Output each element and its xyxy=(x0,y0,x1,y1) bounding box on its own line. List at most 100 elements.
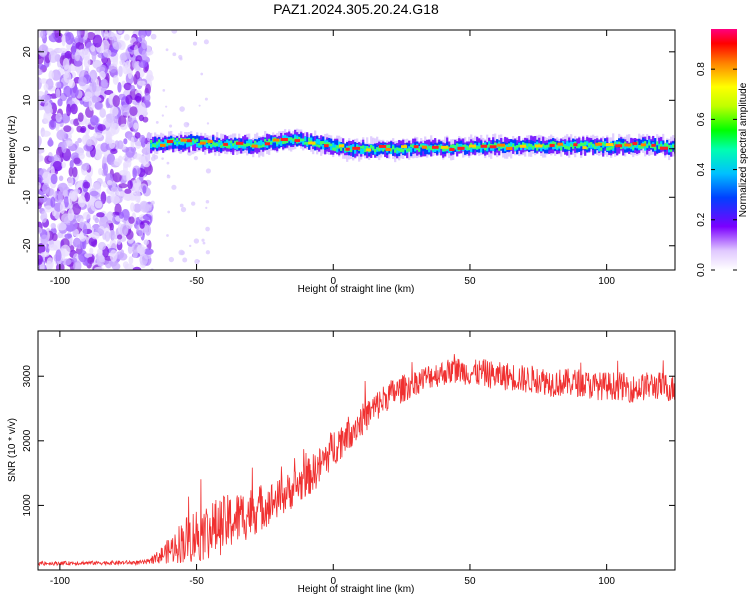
heatmap-cell xyxy=(595,142,603,146)
heatmap-cell xyxy=(372,146,375,151)
heatmap-cell xyxy=(330,143,333,147)
heatmap-cell xyxy=(192,138,195,142)
heatmap-cell xyxy=(334,144,337,149)
heatmap-cell xyxy=(118,183,128,189)
heatmap-cell xyxy=(205,206,208,210)
heatmap-cell xyxy=(216,143,219,147)
heatmap-cell xyxy=(638,144,641,149)
heatmap-cell xyxy=(87,256,95,265)
heatmap-cell xyxy=(557,142,563,146)
heatmap-cell xyxy=(670,148,673,152)
heatmap-cell xyxy=(568,146,571,150)
heatmap-cell xyxy=(668,147,671,153)
snr-xtick-label: 50 xyxy=(464,576,476,587)
heatmap-cell xyxy=(230,140,233,144)
heatmap-cell xyxy=(406,148,409,152)
heatmap-cell xyxy=(76,125,83,133)
heatmap-cell xyxy=(514,146,517,150)
heatmap-cell xyxy=(105,113,116,120)
heatmap-cell xyxy=(488,141,491,147)
heatmap-cell xyxy=(532,145,535,150)
snr-xtick-label: 100 xyxy=(598,576,615,587)
heatmap-cell xyxy=(586,146,589,150)
snr-xtick-label: 0 xyxy=(330,576,336,587)
heatmap-cell xyxy=(206,143,209,149)
heatmap-cell xyxy=(117,82,122,93)
heatmap-cell xyxy=(492,139,495,149)
heatmap-cell xyxy=(568,142,571,148)
heatmap-cell xyxy=(107,31,116,41)
heatmap-cell xyxy=(55,249,62,262)
heatmap-cell xyxy=(172,141,175,150)
heatmap-cell xyxy=(504,146,507,152)
heatmap-cell xyxy=(296,135,299,142)
heatmap-cell xyxy=(71,42,77,56)
heatmap-cell xyxy=(136,244,146,256)
heatmap-cell xyxy=(670,144,673,150)
heatmap-cell xyxy=(48,244,58,251)
heatmap-cell xyxy=(226,139,229,145)
heatmap-cell xyxy=(196,143,199,148)
heatmap-cell xyxy=(332,147,335,151)
heatmap-cell xyxy=(632,142,638,146)
heatmap-cell xyxy=(234,140,237,145)
spectrogram-ytick-label: -10 xyxy=(22,190,33,205)
heatmap-cell xyxy=(444,148,447,152)
heatmap-cell xyxy=(51,69,61,81)
heatmap-cell xyxy=(50,222,57,229)
heatmap-cell xyxy=(260,140,263,146)
heatmap-cell xyxy=(614,144,617,154)
heatmap-cell xyxy=(290,137,293,140)
heatmap-cell xyxy=(549,143,555,147)
heatmap-cell xyxy=(457,146,465,150)
heatmap-cell xyxy=(76,30,82,38)
heatmap-cell xyxy=(180,206,187,213)
heatmap-cell xyxy=(332,142,335,148)
heatmap-cell xyxy=(123,34,130,41)
heatmap-cell xyxy=(134,132,141,139)
heatmap-ridge xyxy=(150,128,675,163)
heatmap-cell xyxy=(94,217,100,224)
heatmap-cell xyxy=(408,148,411,152)
heatmap-cell xyxy=(284,140,287,144)
heatmap-cell xyxy=(174,141,177,145)
heatmap-cell xyxy=(73,157,81,165)
heatmap-cell xyxy=(91,95,98,104)
heatmap-cell xyxy=(624,141,627,145)
heatmap-cell xyxy=(318,144,321,148)
heatmap-cell xyxy=(201,238,205,242)
heatmap-cell xyxy=(330,138,333,149)
heatmap-cell xyxy=(154,137,157,148)
chart-title: PAZ1.2024.305.20.24.G18 xyxy=(273,1,439,17)
heatmap-cell xyxy=(336,145,339,149)
heatmap-cell xyxy=(118,211,125,219)
heatmap-cell xyxy=(449,148,455,152)
heatmap-cell xyxy=(206,122,210,125)
heatmap-cell xyxy=(350,145,353,151)
heatmap-cell xyxy=(91,48,97,62)
heatmap-cell xyxy=(386,144,389,149)
heatmap-cell xyxy=(166,140,174,144)
heatmap-cell xyxy=(552,144,555,150)
heatmap-cell xyxy=(354,142,357,152)
spectrogram-xtick-label: 100 xyxy=(598,276,615,287)
heatmap-cell xyxy=(38,147,45,154)
heatmap-cell xyxy=(252,143,255,146)
heatmap-cell xyxy=(546,144,549,148)
heatmap-cell xyxy=(70,103,78,115)
heatmap-cell xyxy=(354,147,357,154)
heatmap-cell xyxy=(250,140,253,146)
snr-xtick-label: -100 xyxy=(50,576,70,587)
heatmap-cell xyxy=(492,146,495,151)
heatmap-cell xyxy=(432,147,435,151)
heatmap-cell xyxy=(120,249,125,258)
heatmap-cell xyxy=(364,148,367,153)
heatmap-cell xyxy=(143,248,154,255)
heatmap-cell xyxy=(148,203,153,208)
heatmap-cell xyxy=(178,140,181,149)
snr-ytick-label: 2000 xyxy=(22,429,33,452)
heatmap-cell xyxy=(111,195,120,205)
heatmap-cell xyxy=(205,250,211,255)
heatmap-cell xyxy=(336,140,339,150)
